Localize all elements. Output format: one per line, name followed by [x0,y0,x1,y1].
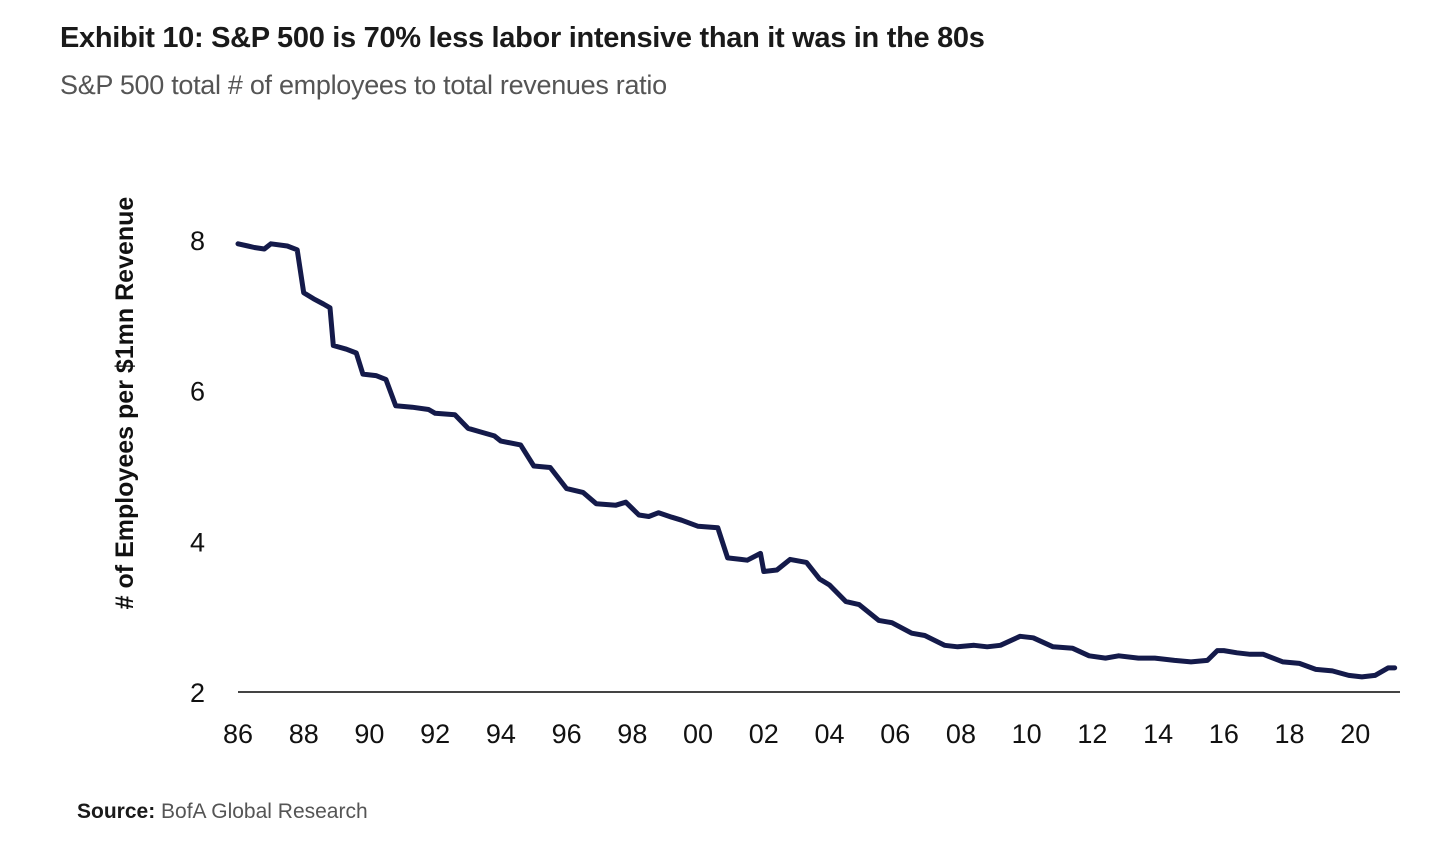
y-tick-label: 4 [190,527,205,557]
y-axis-label: # of Employees per $1mn Revenue [111,197,139,610]
chart-subtitle: S&P 500 total # of employees to total re… [60,70,667,100]
x-tick-label: 88 [289,719,319,749]
x-tick-label: 94 [486,719,516,749]
x-tick-label: 04 [814,719,844,749]
x-tick-label: 16 [1209,719,1239,749]
source-text: BofA Global Research [161,800,368,823]
y-axis-ticks: 2 4 6 8 [190,226,205,708]
y-tick-label: 6 [190,377,205,407]
x-tick-label: 96 [552,719,582,749]
x-tick-label: 00 [683,719,713,749]
y-tick-label: 2 [190,678,205,708]
x-tick-label: 86 [223,719,253,749]
x-tick-label: 20 [1340,719,1370,749]
source-label: Source: [77,800,156,823]
x-tick-label: 18 [1275,719,1305,749]
source-note: Source: BofA Global Research [77,800,368,824]
series-line [235,241,1398,680]
x-tick-label: 08 [946,719,976,749]
x-axis-ticks: 86 88 90 92 94 96 98 00 02 04 06 08 10 12 14 16 18 20 [223,719,1370,749]
x-tick-label: 90 [354,719,384,749]
chart-title: Exhibit 10: S&P 500 is 70% less labor in… [60,22,985,54]
x-tick-label: 06 [880,719,910,749]
x-tick-label: 92 [420,719,450,749]
x-tick-label: 10 [1012,719,1042,749]
series-group [235,241,1398,680]
x-tick-label: 02 [749,719,779,749]
x-tick-label: 14 [1143,719,1173,749]
y-tick-label: 8 [190,226,205,256]
x-tick-label: 12 [1077,719,1107,749]
x-tick-label: 98 [617,719,647,749]
